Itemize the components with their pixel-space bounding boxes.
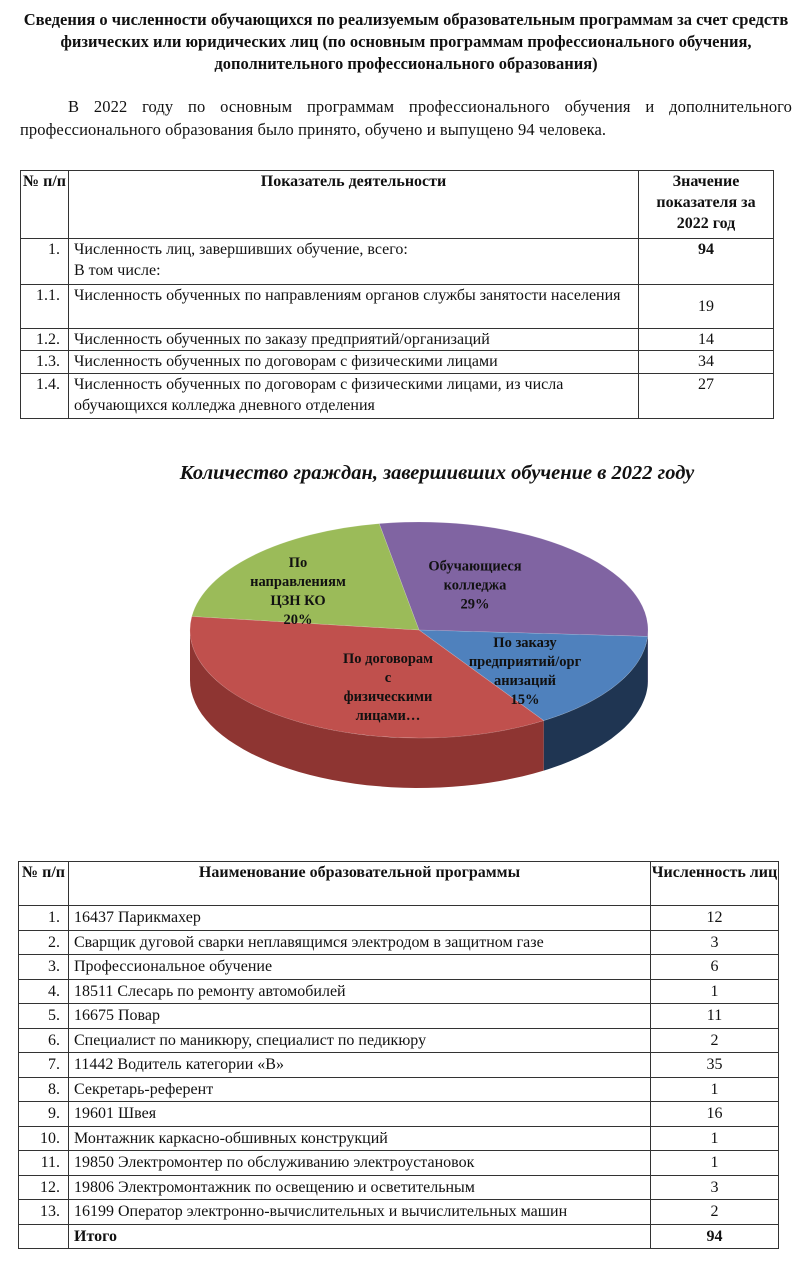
row-program-name: 19806 Электромонтажник по освещению и ос… <box>68 1174 651 1200</box>
row-count: 1 <box>650 978 779 1004</box>
table-row: 1.3. Численность обученных по договорам … <box>20 350 774 374</box>
row-num: 1.3. <box>20 350 69 374</box>
row-program-name: 16199 Оператор электронно-вычислительных… <box>68 1199 651 1225</box>
row-program-name: Сварщик дуговой сварки неплавящимся элек… <box>68 929 651 955</box>
row-num: 9. <box>18 1101 69 1127</box>
programs-table: № п/п Наименование образовательной прогр… <box>18 861 779 1249</box>
row-count: 2 <box>650 1027 779 1053</box>
row-num: 1. <box>18 905 69 931</box>
header-num: № п/п <box>18 861 69 906</box>
table-row: 8. Секретарь-референт 1 <box>18 1076 779 1102</box>
row-count: 2 <box>650 1199 779 1225</box>
row-num: 2. <box>18 929 69 955</box>
chart-title: Количество граждан, завершивших обучение… <box>179 462 695 484</box>
pie-slice-college <box>378 521 649 637</box>
slice-label-individuals: По договорам с физическими лицами… <box>342 651 434 724</box>
row-count: 3 <box>650 929 779 955</box>
row-program-name: Монтажник каркасно-обшивных конструкций <box>68 1125 651 1151</box>
table-row: 1.1. Численность обученных по направлени… <box>20 284 774 329</box>
row-program-name: Профессиональное обучение <box>68 954 651 980</box>
document-heading: Сведения о численности обучающихся по ре… <box>23 10 789 73</box>
row-value: 14 <box>638 328 774 351</box>
slice-label-college: Обучающиеся колледжа 29% <box>428 558 522 613</box>
pie-slice-individuals <box>189 616 545 739</box>
slice-label-employment-center: По направлениям ЦЗН КО 20% <box>250 555 346 628</box>
pie-side-individuals <box>190 630 544 788</box>
table-row: 9. 19601 Швея 16 <box>18 1101 779 1127</box>
table-row: 12. 19806 Электромонтажник по освещению … <box>18 1174 779 1200</box>
row-text: Численность лиц, завершивших обучение, в… <box>68 238 639 285</box>
table-header-row: № п/п Наименование образовательной прогр… <box>18 861 779 906</box>
row-program-name: 11442 Водитель категории «В» <box>68 1052 651 1078</box>
row-num: 6. <box>18 1027 69 1053</box>
row-count: 3 <box>650 1174 779 1200</box>
row-value: 19 <box>638 284 774 329</box>
row-num: 11. <box>18 1150 69 1176</box>
row-num: 8. <box>18 1076 69 1102</box>
row-program-name: Специалист по маникюру, специалист по пе… <box>68 1027 651 1053</box>
row-num: 5. <box>18 1003 69 1029</box>
table-row: 2. Сварщик дуговой сварки неплавящимся э… <box>18 929 779 955</box>
row-text: Численность обученных по направлениям ор… <box>68 284 639 329</box>
row-num: 10. <box>18 1125 69 1151</box>
table-row: 3. Профессиональное обучение 6 <box>18 954 779 980</box>
row-count: 1 <box>650 1150 779 1176</box>
row-count: 1 <box>650 1076 779 1102</box>
header-indicator: Показатель деятельности <box>68 170 639 239</box>
slice-label-enterprises: По заказу предприятий/орг анизаций 15% <box>468 635 582 708</box>
row-text-line: В том числе: <box>74 262 161 279</box>
row-count: 12 <box>650 905 779 931</box>
row-count: 6 <box>650 954 779 980</box>
table-row: 10. Монтажник каркасно-обшивных конструк… <box>18 1125 779 1151</box>
row-count: 11 <box>650 1003 779 1029</box>
row-count: 16 <box>650 1101 779 1127</box>
row-text-line: Численность лиц, завершивших обучение, в… <box>74 241 408 258</box>
header-count: Численность лиц <box>650 861 779 906</box>
pie-chart <box>189 521 649 788</box>
row-num: 4. <box>18 978 69 1004</box>
table-row: 6. Специалист по маникюру, специалист по… <box>18 1027 779 1053</box>
table-row: 11. 19850 Электромонтер по обслуживанию … <box>18 1150 779 1176</box>
row-program-name: 19601 Швея <box>68 1101 651 1127</box>
total-value: 94 <box>650 1223 779 1249</box>
pie-slice-enterprises <box>418 629 648 721</box>
row-num: 3. <box>18 954 69 980</box>
table-row: 1. 16437 Парикмахер 12 <box>18 905 779 931</box>
activity-indicators-table: № п/п Показатель деятельности Значение п… <box>20 170 774 419</box>
table-row: 13. 16199 Оператор электронно-вычислител… <box>18 1199 779 1225</box>
header-value: Значение показателя за 2022 год <box>638 170 774 239</box>
row-text: Численность обученных по договорам с физ… <box>68 373 639 419</box>
row-value: 27 <box>638 373 774 419</box>
row-program-name: 19850 Электромонтер по обслуживанию элек… <box>68 1150 651 1176</box>
pie-slice-employment-center <box>191 523 420 631</box>
total-row: Итого 94 <box>18 1223 779 1249</box>
table-header-row: № п/п Показатель деятельности Значение п… <box>20 170 774 239</box>
table-row: 7. 11442 Водитель категории «В» 35 <box>18 1052 779 1078</box>
row-value: 34 <box>638 350 774 374</box>
row-count: 1 <box>650 1125 779 1151</box>
table-row: 5. 16675 Повар 11 <box>18 1003 779 1029</box>
row-num: 7. <box>18 1052 69 1078</box>
row-program-name: 16675 Повар <box>68 1003 651 1029</box>
row-program-name: 16437 Парикмахер <box>68 905 651 931</box>
header-program: Наименование образовательной программы <box>68 861 651 906</box>
row-num: 12. <box>18 1174 69 1200</box>
table-row: 4. 18511 Слесарь по ремонту автомобилей … <box>18 978 779 1004</box>
total-num <box>18 1223 69 1249</box>
row-num: 1.1. <box>20 284 69 329</box>
row-text: Численность обученных по заказу предприя… <box>68 328 639 351</box>
intro-paragraph: В 2022 году по основным программам профе… <box>20 97 792 139</box>
table-row: 1. Численность лиц, завершивших обучение… <box>20 238 774 285</box>
row-num: 13. <box>18 1199 69 1225</box>
table-row: 1.2. Численность обученных по заказу пре… <box>20 328 774 351</box>
row-value: 94 <box>638 238 774 285</box>
pie-side-enterprises <box>543 636 648 771</box>
row-program-name: Секретарь-референт <box>68 1076 651 1102</box>
row-program-name: 18511 Слесарь по ремонту автомобилей <box>68 978 651 1004</box>
total-label: Итого <box>68 1223 651 1249</box>
table-row: 1.4. Численность обученных по договорам … <box>20 373 774 419</box>
row-count: 35 <box>650 1052 779 1078</box>
row-num: 1.4. <box>20 373 69 419</box>
header-num: № п/п <box>20 170 69 239</box>
